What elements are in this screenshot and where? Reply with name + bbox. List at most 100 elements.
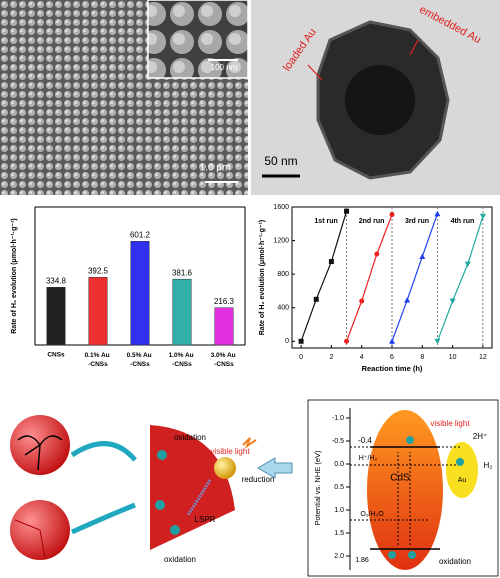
marker: [313, 296, 319, 302]
marker: [328, 259, 334, 265]
electron: [155, 500, 165, 510]
value-label: 216.3: [214, 297, 235, 306]
hole: [408, 551, 416, 559]
y-tick-label: 1200: [273, 237, 289, 244]
level-label: -0.4: [358, 436, 372, 445]
x-tick-label: 6: [390, 354, 394, 361]
arrow: [307, 64, 323, 81]
sem-scale: 1.0 μm: [200, 163, 231, 174]
marker: [344, 208, 350, 214]
cracks: [14, 519, 46, 559]
x-tick-label: 0: [299, 354, 303, 361]
x-tick-label: 0.5% Au -CNSs: [127, 352, 154, 368]
tem-scale: 50 nm: [264, 154, 297, 168]
marker: [404, 297, 411, 303]
tick-label: -1.0: [332, 415, 344, 422]
marker: [434, 338, 441, 345]
marker: [344, 338, 350, 344]
marker: [389, 212, 395, 218]
electron: [406, 436, 414, 444]
y-tick-label: 800: [277, 271, 289, 278]
marker: [419, 253, 426, 260]
light: [242, 437, 257, 449]
y-axis-label: Rate of H₂ evolution (μmol·h⁻¹·g⁻¹): [259, 220, 266, 336]
bar: [172, 278, 192, 346]
run-label: 1st run: [314, 218, 337, 225]
axis-label: Potential vs. NHE (eV): [313, 450, 322, 526]
arrow: [70, 441, 137, 462]
bar: [130, 241, 150, 346]
cracks: [17, 435, 63, 471]
marker: [374, 251, 380, 257]
y-tick-label: 1600: [273, 204, 289, 211]
value-label: 334.8: [46, 276, 67, 285]
marker: [298, 338, 304, 344]
label: oxidation: [439, 557, 471, 566]
tick-label: -0.5: [332, 438, 344, 445]
tick-label: 0.0: [334, 461, 344, 468]
y-tick-label: 400: [277, 305, 289, 312]
x-tick-label: 12: [479, 354, 487, 361]
hole: [388, 551, 396, 559]
marker: [449, 298, 456, 304]
value-label: 381.6: [172, 268, 193, 277]
x-tick-label: 1.0% Au -CNSs: [169, 352, 196, 368]
level-label: 1.86: [355, 557, 369, 564]
tick-label: 0.5: [334, 484, 344, 491]
electron: [157, 450, 167, 460]
x-axis-label: Reaction time (h): [362, 364, 423, 373]
y-axis-label: Rate of H₂ evolution (μmol·h⁻¹·g⁻¹): [11, 218, 18, 334]
tick-label: 1.0: [334, 507, 344, 514]
product: 2H⁺: [473, 432, 487, 441]
hole: [170, 525, 180, 535]
schematic: oxidation visible light reduction LSPR o…: [10, 399, 499, 577]
electron: [456, 458, 464, 466]
x-tick-label: 8: [420, 354, 424, 361]
level-label: O₂/H₂O: [360, 511, 384, 518]
marker: [389, 338, 395, 344]
y-tick-label: 0: [285, 338, 289, 345]
label: LSPR: [195, 515, 216, 524]
marker: [359, 298, 365, 304]
label: reduction: [242, 475, 275, 484]
marker: [464, 261, 471, 268]
arrow: [70, 502, 136, 535]
x-tick-label: 0.1% Au -CNSs: [85, 352, 112, 368]
product: H₂: [484, 461, 493, 470]
x-tick-label: 10: [449, 354, 457, 361]
series-line: [345, 214, 393, 342]
au-particle: [214, 457, 236, 479]
cds: [367, 410, 443, 570]
semiconductor: CdS: [390, 473, 410, 484]
tick-label: 1.5: [334, 530, 344, 537]
tick-label: 2.0: [334, 553, 344, 560]
lspr: [186, 479, 212, 516]
run-label: 4th run: [451, 218, 475, 225]
arrow: [257, 457, 293, 479]
run-label: 3rd run: [405, 218, 429, 225]
particle-section: [150, 425, 235, 550]
x-tick-label: CNSs: [47, 352, 65, 359]
value-label: 392.5: [88, 266, 109, 275]
series-line: [300, 211, 348, 342]
level-label: H⁺/H₂: [359, 455, 378, 462]
bar: [214, 307, 234, 346]
run-label: 2nd run: [359, 218, 385, 225]
x-tick-label: 3.0% Au -CNSs: [211, 352, 238, 368]
series-line: [391, 213, 439, 342]
label: oxidation: [174, 433, 206, 442]
x-tick-label: 4: [360, 354, 364, 361]
bar: [88, 277, 108, 346]
label: oxidation: [164, 555, 196, 564]
inset-scale: 100 nm: [211, 63, 238, 72]
particle-core: [345, 65, 415, 135]
x-tick-label: 2: [329, 354, 333, 361]
arrow: [409, 39, 419, 56]
series-line: [436, 216, 484, 342]
light: visible light: [430, 419, 470, 428]
marker: [434, 210, 441, 217]
sem-inset: [147, 0, 249, 79]
label: visible light: [210, 447, 250, 456]
metal: Au: [458, 477, 467, 484]
